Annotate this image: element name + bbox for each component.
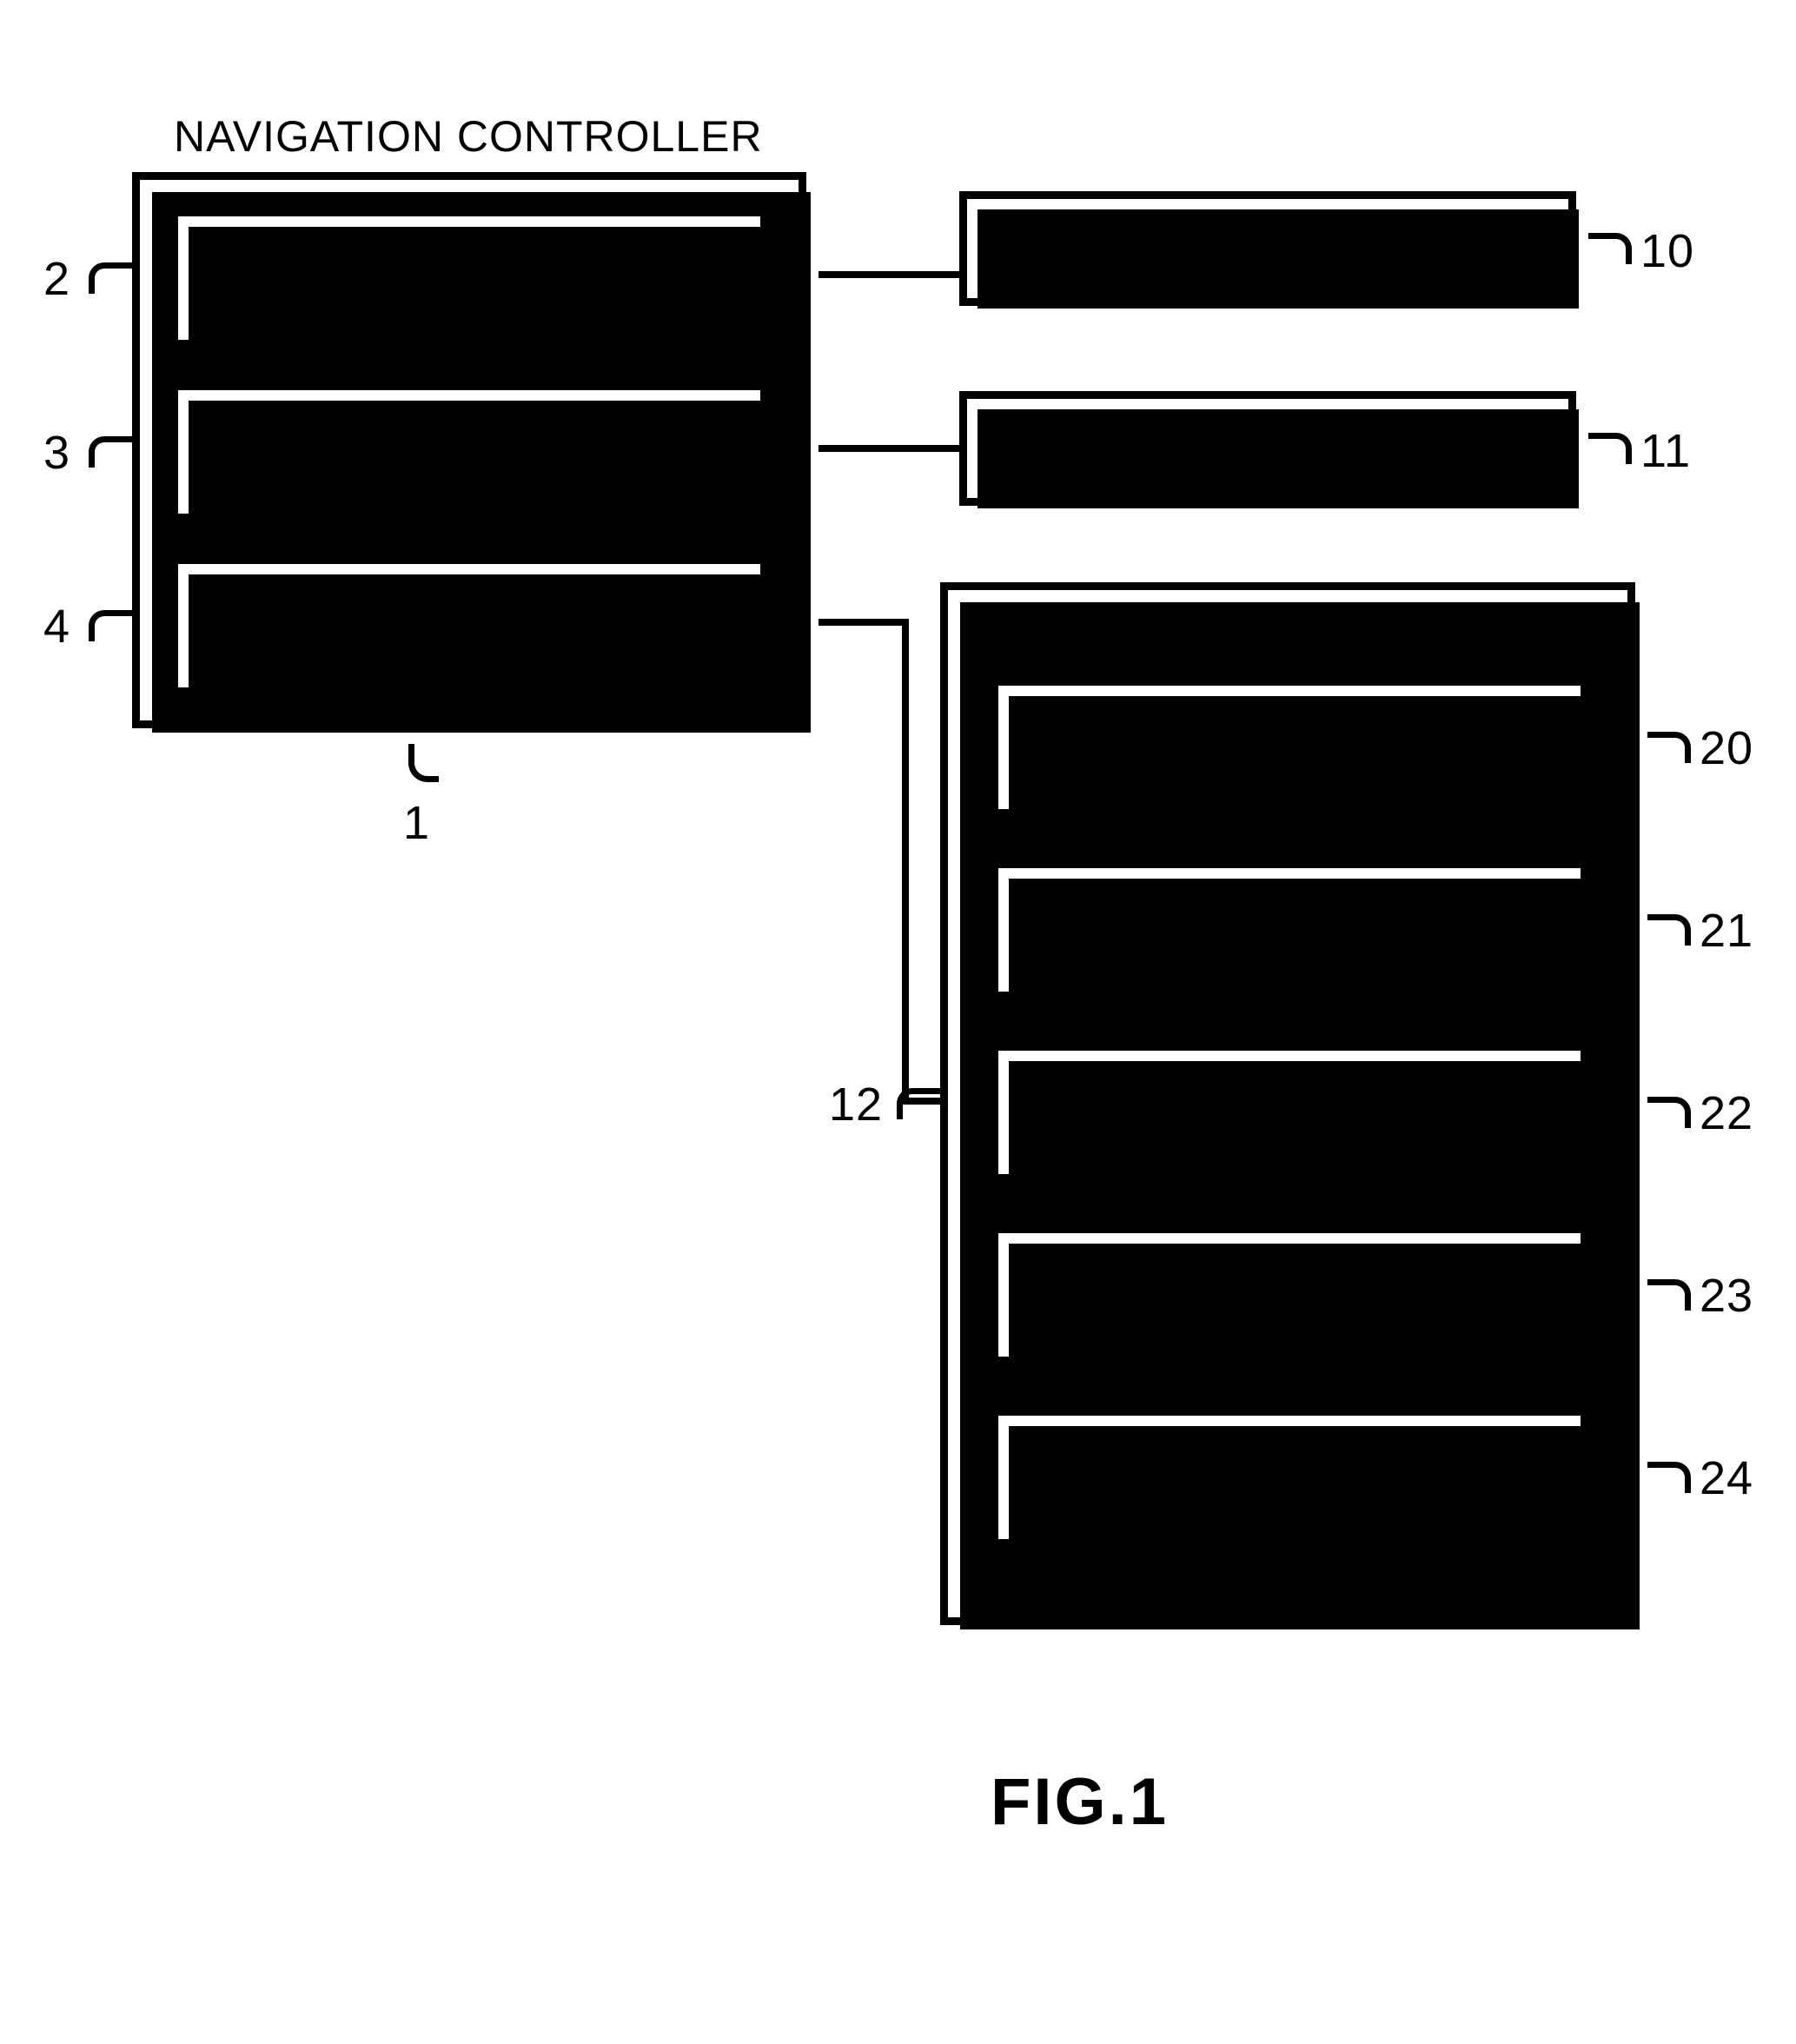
ref-num-21: 21 (1700, 904, 1753, 958)
conn-into-storage (902, 1098, 940, 1105)
text-alt-poly: ALTITUDE POLYGON DATA (1071, 881, 1508, 979)
box-other-data: OTHER DATA (991, 1408, 1588, 1547)
ref-num-12: 12 (829, 1078, 883, 1132)
text-dist-coef-learn: DISTANCE COEFFICIENT LEARNING UNIT (207, 229, 732, 328)
ref-tick-24 (1647, 1462, 1691, 1493)
box-cur-pos-det: CURRENT POSITION DETECTOR (170, 382, 768, 521)
box-dist-coef: DISTANCE COEFFICIENT (991, 1225, 1588, 1364)
text-map-data: MAP DATA (1234, 699, 1344, 797)
box-search-unit: SEARCHING UNIT (170, 556, 768, 695)
ref-tick-4 (89, 610, 132, 641)
box-map-data: MAP DATA (991, 678, 1588, 817)
storage-title: INFORMATION STORAGE UNIT (973, 607, 1607, 654)
diagram-canvas: NAVIGATION CONTROLLER 1 DISTANCE COEFFIC… (0, 0, 1796, 2044)
conn-nav-search-v (902, 619, 909, 1105)
ref-num-4: 4 (43, 600, 70, 654)
figure-label: FIG.1 (991, 1764, 1169, 1840)
ref-tick-11 (1588, 433, 1632, 464)
box-dist-coef-learn: DISTANCE COEFFICIENT LEARNING UNIT (170, 209, 768, 348)
ref-tick-10 (1588, 233, 1632, 264)
ref-tick-22 (1647, 1097, 1691, 1128)
conn-nav-gps (818, 271, 959, 278)
text-cur-pos-det: CURRENT POSITION DETECTOR (251, 403, 687, 501)
nav-controller-title: NAVIGATION CONTROLLER (174, 111, 763, 162)
text-vehicle-sensor: VEHICLE SENSOR (1075, 424, 1461, 473)
box-alt-poly: ALTITUDE POLYGON DATA (991, 860, 1588, 999)
conn-nav-search-h (818, 619, 909, 626)
ref-num-2: 2 (43, 252, 70, 306)
ref-tick-2 (89, 262, 132, 294)
ref-num-24: 24 (1700, 1451, 1753, 1505)
ref-tick-21 (1647, 914, 1691, 946)
ref-num-3: 3 (43, 426, 70, 480)
text-travel-hist: TRAVEL HISTORY DATA (1103, 1064, 1476, 1162)
box-vehicle-sensor: VEHICLE SENSOR (959, 391, 1576, 506)
ref-num-1: 1 (403, 796, 430, 850)
ref-num-23: 23 (1700, 1269, 1753, 1323)
ref-tick-3 (89, 436, 132, 468)
text-search-unit: SEARCHING UNIT (339, 577, 600, 675)
box-travel-hist: TRAVEL HISTORY DATA (991, 1043, 1588, 1182)
ref-num-10: 10 (1640, 224, 1694, 278)
ref-num-20: 20 (1700, 721, 1753, 775)
conn-nav-vehicle (818, 445, 959, 452)
box-gps: GPS (959, 191, 1576, 306)
ref-tick-20 (1647, 732, 1691, 763)
ref-num-22: 22 (1700, 1086, 1753, 1140)
ref-tick-1 (408, 744, 439, 782)
text-dist-coef: DISTANCE COEFFICIENT (1143, 1246, 1436, 1344)
ref-num-11: 11 (1640, 424, 1691, 478)
text-other-data: OTHER DATA (1213, 1429, 1367, 1527)
ref-tick-23 (1647, 1279, 1691, 1311)
text-gps: GPS (1222, 224, 1314, 273)
